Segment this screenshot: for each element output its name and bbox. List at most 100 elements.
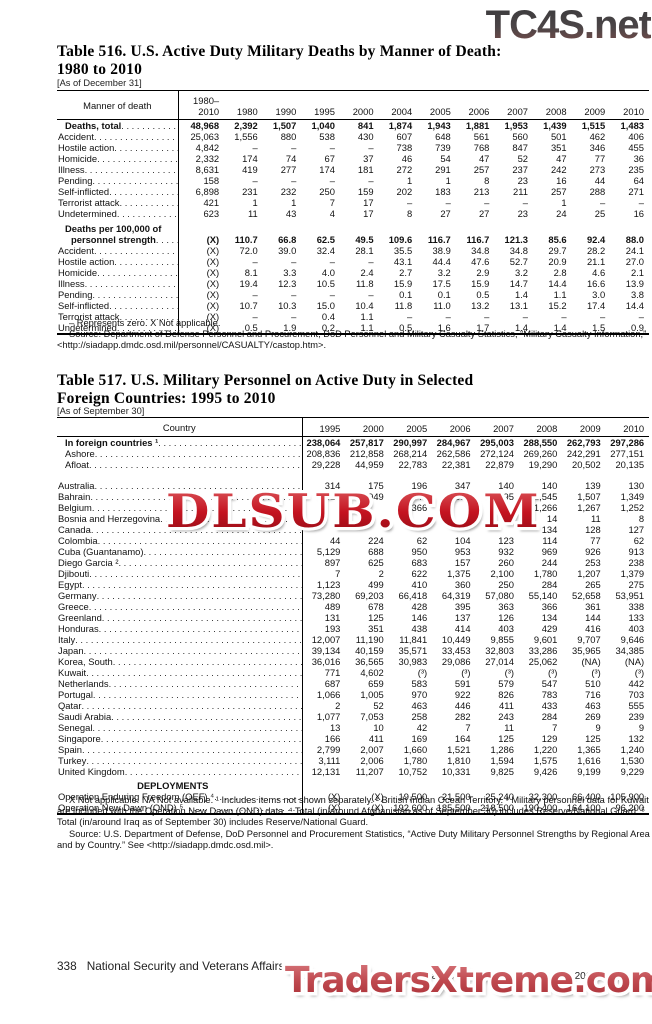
value-cell: 2.9 [476,267,490,278]
header-line: 1980– [193,95,220,107]
value-cell: 52,658 [572,590,601,601]
table-row: Bahrain 618 949 1,641 1,357 1,495 1,545 1,507 1,… [57,491,649,502]
column-header-year: 2008 [519,418,562,437]
value-cell: 2,392 [234,120,258,131]
value-cell: 13.1 [509,300,528,311]
value-cell: 25 [594,208,606,219]
value-cell: 40,159 [355,645,384,656]
value-cell: 231 [242,186,258,197]
value-cell: 3,111 [301,755,346,766]
value-cell: 0.5 [476,289,490,300]
value-cell: 7 [329,197,335,208]
header-line: 1995 [319,422,341,434]
value-cell: 14 [546,513,558,524]
value-cell: 35,571 [398,645,428,656]
row-label-wrap: Bahrain [58,491,302,502]
row-label: Homicide [57,153,178,164]
leader-dots [101,733,302,744]
value-cell: 181 [357,164,374,175]
row-label-text: United Kingdom [58,766,125,777]
leader-dots [89,568,301,579]
value-cell: 2.4 [360,267,374,278]
value-cell: 288,550 [523,437,558,448]
value-cell: – [406,311,413,322]
value-cell: 1,267 [577,502,601,513]
value-cell: (³) [461,667,471,678]
value-cell: 555 [628,700,645,711]
row-label-wrap: Japan [58,645,302,656]
value-cell: 47 [556,153,567,164]
header-line: 1990 [275,105,297,117]
value-cell: 1,881 [465,120,490,131]
row-label-wrap: Ashore [65,448,302,459]
value-cell: 183 [435,186,451,197]
value-cell: 579 [498,678,514,689]
table-row: Italy 12,007 11,190 11,841 10,449 9,855 9,601 9… [57,634,649,645]
table517-source: Source: U.S. Department of Defense, DoD … [57,828,650,850]
value-cell: 1,495 [490,491,514,502]
row-label-text: Homicide [58,267,98,278]
value-cell: 34.8 [509,245,528,256]
value-cell: 125 [585,733,601,744]
section-row: DEPLOYMENTS [57,780,650,791]
value-cell: 414 [454,623,471,634]
value-cell: 847 [512,142,528,153]
table-row: Terrorist attack42111717––––1–– [57,197,649,208]
value-cell: 1,439 [543,120,567,131]
value-cell: 64 [633,175,644,186]
value-cell: – [252,256,258,267]
value-cell: 47.6 [471,256,490,267]
value-cell: 15.0 [316,300,335,311]
value-cell: – [252,175,258,186]
value-cell: – [291,175,297,186]
row-label-wrap: Portugal [58,689,302,700]
row-label-text: Korea, South [58,656,113,667]
value-cell [476,513,519,524]
row-label: Bahrain [57,491,302,502]
column-header-year: 2009 [562,418,605,437]
row-label: Senegal [57,722,302,733]
leader-dots [86,667,301,678]
value-cell: 253 [585,557,601,568]
row-label: Honduras [57,623,302,634]
value-cell: 211 [513,186,528,197]
value-cell: – [368,175,374,186]
value-cell [389,513,432,524]
leader-dots [91,524,302,535]
value-cell: 2,799 [301,744,346,755]
value-cell: 687 [301,678,346,689]
leader-dots [114,142,177,153]
value-cell: 438 [411,623,428,634]
value-cell: 428 [411,601,428,612]
row-label-wrap: Operation New Dawn (OND) ⁵ [58,802,302,813]
value-cell: 1.1 [360,322,374,333]
value-cell: 96,200 [615,802,645,813]
value-cell: 243 [498,711,514,722]
value-cell: 1,040 [311,120,335,131]
value-cell: 14.4 [625,300,644,311]
table516-date-note: [As of December 31] [57,78,142,88]
row-label-wrap: Qatar [58,700,302,711]
table517-footnote-symbols: X Not applicable. NA Not available. ¹ In… [57,795,649,828]
value-cell: 607 [396,131,413,142]
value-cell: 351 [550,142,567,153]
value-cell: 880 [280,131,297,142]
row-label: Pending [57,175,178,186]
table-row: Terrorist attack (X) – – 0.4 1.1 – – – – – – – [57,311,649,322]
value-cell: 1.5 [592,322,606,333]
value-cell: 9,426 [533,766,558,777]
leader-dots [92,502,302,513]
row-label-wrap: Colombia [58,535,302,546]
row-label-text: In foreign countries ¹ [65,437,159,448]
value-cell: 0.1 [399,289,413,300]
value-cell: 9 [595,722,601,733]
value-cell: 72.0 [239,245,258,256]
value-cell: 1,780 [403,755,428,766]
row-label: Undetermined [57,322,178,334]
table-row: Self-inflicted 6,898 231 232 250 159 202 183 213… [57,186,649,197]
value-cell: 648 [435,131,451,142]
value-cell: 114 [542,535,558,546]
value-cell: 11,190 [355,634,384,645]
row-label-wrap: Saudi Arabia [58,711,302,722]
column-header-year: 2005 [417,91,456,120]
